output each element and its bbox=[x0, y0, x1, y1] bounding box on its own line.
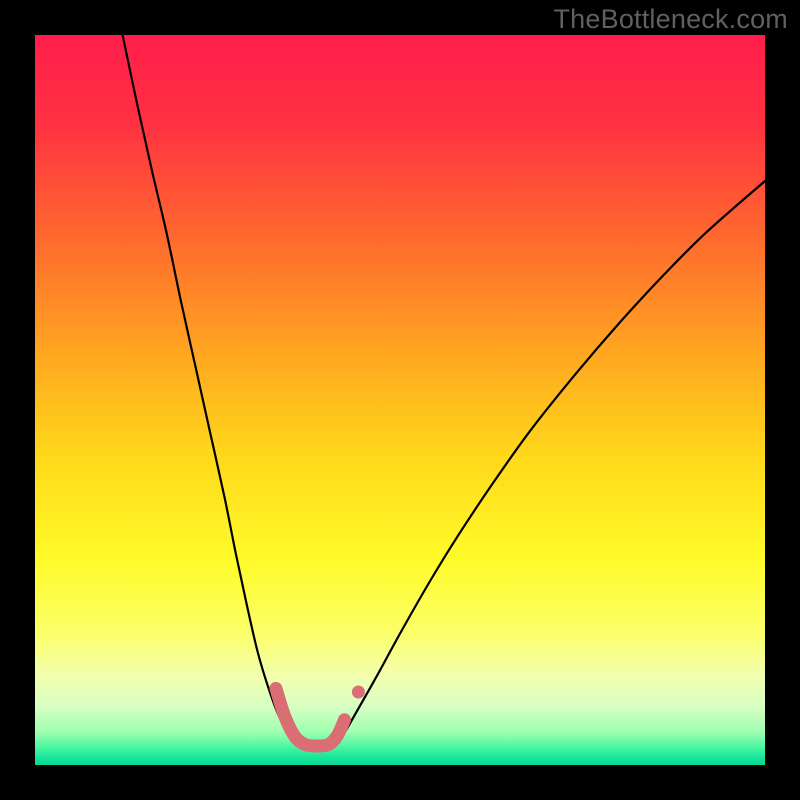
watermark-text: TheBottleneck.com bbox=[553, 4, 788, 35]
optimal-range-dot bbox=[352, 686, 365, 699]
bottleneck-chart bbox=[0, 0, 800, 800]
